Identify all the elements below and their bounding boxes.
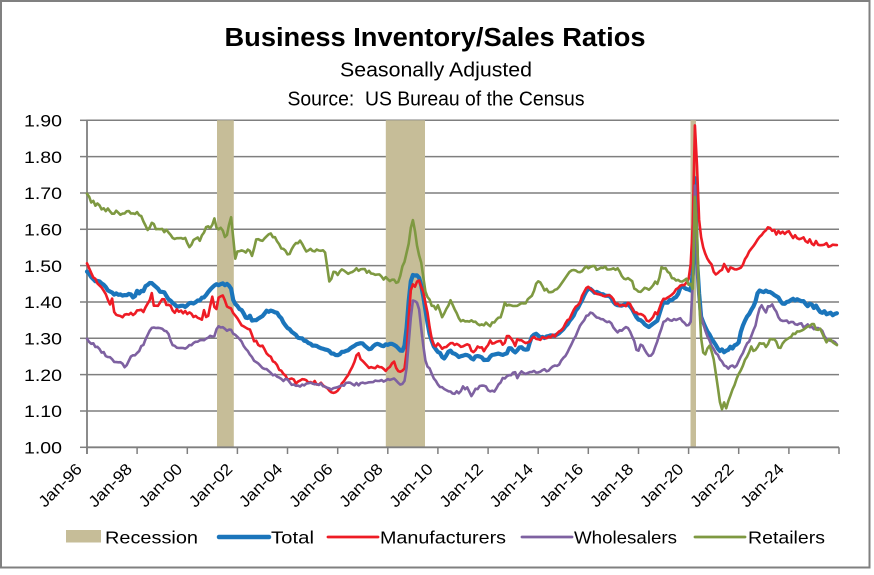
svg-text:Retailers: Retailers bbox=[748, 528, 825, 548]
svg-text:Seasonally Adjusted: Seasonally Adjusted bbox=[340, 59, 532, 82]
svg-text:Total: Total bbox=[271, 528, 314, 548]
svg-text:1.40: 1.40 bbox=[24, 293, 62, 312]
svg-text:1.30: 1.30 bbox=[24, 330, 62, 349]
svg-text:1.70: 1.70 bbox=[24, 184, 62, 203]
svg-text:Source: US Bureau of the Cens: Source: US Bureau of the Census bbox=[288, 88, 585, 111]
svg-text:1.90: 1.90 bbox=[24, 112, 62, 131]
svg-text:1.10: 1.10 bbox=[24, 402, 62, 421]
svg-text:Recession: Recession bbox=[105, 528, 198, 548]
svg-text:1.00: 1.00 bbox=[24, 439, 62, 458]
svg-text:1.60: 1.60 bbox=[24, 221, 62, 240]
svg-text:Manufacturers: Manufacturers bbox=[380, 528, 506, 548]
svg-text:1.20: 1.20 bbox=[24, 366, 62, 385]
svg-text:Wholesalers: Wholesalers bbox=[574, 528, 677, 548]
svg-text:1.50: 1.50 bbox=[24, 257, 62, 276]
svg-text:1.80: 1.80 bbox=[24, 148, 62, 167]
svg-text:Business Inventory/Sales Ratio: Business Inventory/Sales Ratios bbox=[225, 24, 646, 52]
